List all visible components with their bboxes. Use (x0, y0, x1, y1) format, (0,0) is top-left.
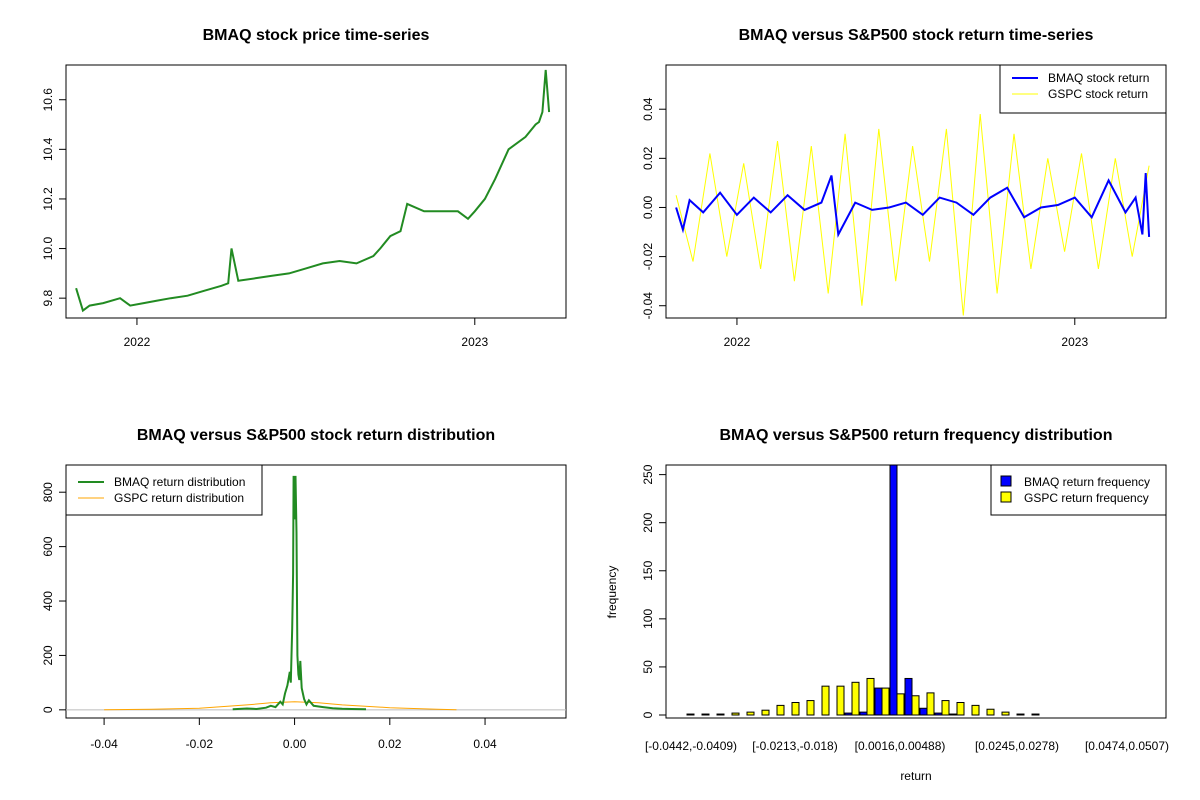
bmaq-frequency-bar (889, 464, 898, 716)
bmaq-frequency-bar (919, 707, 928, 716)
plot-frame (665, 464, 1167, 719)
x-tick-label: -0.04 (90, 737, 118, 751)
gspc-frequency-bar (971, 704, 980, 716)
price-series-line (75, 69, 551, 313)
price-panel: BMAQ stock price time-series 2022 2023 9.8 1… (41, 27, 567, 349)
x-tick-label: 0.04 (473, 737, 497, 751)
gspc-frequency-bar (1031, 713, 1040, 716)
y-tick-label: 10.6 (41, 88, 55, 112)
y-tick-label: 0.02 (641, 146, 655, 170)
gspc-frequency-bar (821, 685, 830, 716)
y-tick-label: 250 (641, 464, 655, 484)
y-tick-label: 200 (641, 512, 655, 532)
y-tick-label: 0.00 (641, 195, 655, 219)
gspc-return-line (675, 114, 1150, 316)
x-tick-label: 0.00 (283, 737, 307, 751)
bmaq-density-line (232, 475, 367, 711)
x-tick-label: 2023 (461, 335, 488, 349)
gspc-frequency-bar (956, 702, 965, 716)
y-tick-label: 0.04 (641, 97, 655, 121)
gspc-frequency-bar (986, 708, 995, 716)
legend-label: GSPC stock return (1048, 87, 1148, 101)
x-tick-label: [0.0016,0.00488) (855, 739, 946, 753)
gspc-frequency-bar (776, 704, 785, 716)
x-tick-label: 0.02 (378, 737, 402, 751)
gspc-frequency-bar (866, 677, 875, 716)
bmaq-frequency-bar (874, 687, 883, 716)
gspc-frequency-bar (716, 713, 725, 716)
y-tick-label: 400 (41, 591, 55, 611)
legend-label: GSPC return distribution (114, 491, 244, 505)
y-tick-label: -0.02 (641, 243, 655, 271)
legend-swatch (1000, 491, 1012, 503)
chart-title: BMAQ versus S&P500 return frequency dist… (720, 427, 1113, 444)
y-tick-label: 0 (41, 706, 55, 713)
legend-box (990, 464, 1167, 516)
legend-label: BMAQ return distribution (114, 475, 245, 489)
chart-title: BMAQ stock price time-series (203, 27, 430, 44)
x-tick-label: 2023 (1061, 335, 1088, 349)
y-tick-label: 150 (641, 560, 655, 580)
gspc-frequency-bar (761, 709, 770, 716)
x-tick-label: -0.02 (186, 737, 214, 751)
y-tick-label: 600 (41, 536, 55, 556)
gspc-frequency-bar (836, 685, 845, 716)
gspc-frequency-bar (896, 693, 905, 716)
gspc-frequency-bar (806, 700, 815, 716)
gspc-frequency-bar (746, 711, 755, 716)
y-tick-label: 50 (641, 660, 655, 674)
x-tick-label: [-0.0442,-0.0409) (645, 739, 737, 753)
y-tick-label: 10.2 (41, 187, 55, 211)
gspc-frequency-bar (881, 687, 890, 716)
plot-frame (65, 464, 567, 719)
legend-label: BMAQ stock return (1048, 71, 1149, 85)
bmaq-frequency-bar (949, 713, 958, 716)
legend-label: GSPC return frequency (1024, 491, 1149, 505)
y-tick-label: -0.04 (641, 292, 655, 320)
bmaq-frequency-bar (904, 677, 913, 716)
bmaq-frequency-bar (934, 712, 943, 716)
distribution-panel: BMAQ versus S&P500 stock return distribu… (41, 427, 567, 751)
y-tick-label: 9.8 (41, 289, 55, 306)
x-tick-label: [0.0245,0.0278) (975, 739, 1059, 753)
bmaq-frequency-bar (859, 711, 868, 716)
chart-title: BMAQ versus S&P500 stock return time-ser… (739, 27, 1094, 44)
x-tick-label: [0.0474,0.0507) (1085, 739, 1169, 753)
gspc-frequency-bar (851, 681, 860, 716)
x-tick-label: [-0.0213,-0.018) (752, 739, 837, 753)
x-tick-label: 2022 (124, 335, 151, 349)
gspc-frequency-bar (926, 692, 935, 716)
chart-title: BMAQ versus S&P500 stock return distribu… (137, 427, 495, 444)
legend-label: BMAQ return frequency (1024, 475, 1150, 489)
legend-box (65, 464, 263, 516)
x-axis-label: return (900, 769, 931, 783)
y-tick-label: 0 (641, 711, 655, 718)
gspc-frequency-bar (911, 695, 920, 716)
legend-box (999, 64, 1167, 114)
gspc-frequency-bar (791, 702, 800, 716)
legend-swatch (1000, 475, 1012, 487)
gspc-frequency-bar (941, 700, 950, 716)
y-tick-label: 200 (41, 645, 55, 665)
gspc-frequency-bar (1001, 711, 1010, 716)
gspc-density-line (104, 701, 457, 711)
y-tick-label: 800 (41, 482, 55, 502)
x-tick-label: 2022 (724, 335, 751, 349)
gspc-frequency-bar (1016, 713, 1025, 716)
gspc-frequency-bar (731, 712, 740, 716)
plot-frame (665, 64, 1167, 319)
frequency-panel: BMAQ versus S&P500 return frequency dist… (605, 427, 1169, 783)
y-tick-label: 10.0 (41, 237, 55, 261)
gspc-frequency-bar (686, 713, 695, 716)
y-tick-label: 10.4 (41, 137, 55, 161)
return-ts-panel: BMAQ versus S&P500 stock return time-ser… (641, 27, 1167, 349)
bmaq-frequency-bar (844, 712, 853, 716)
plot-frame (65, 64, 567, 319)
gspc-frequency-bar (701, 713, 710, 716)
y-tick-label: 100 (641, 609, 655, 629)
y-axis-label: frequency (605, 566, 619, 619)
bmaq-return-line (675, 173, 1151, 238)
